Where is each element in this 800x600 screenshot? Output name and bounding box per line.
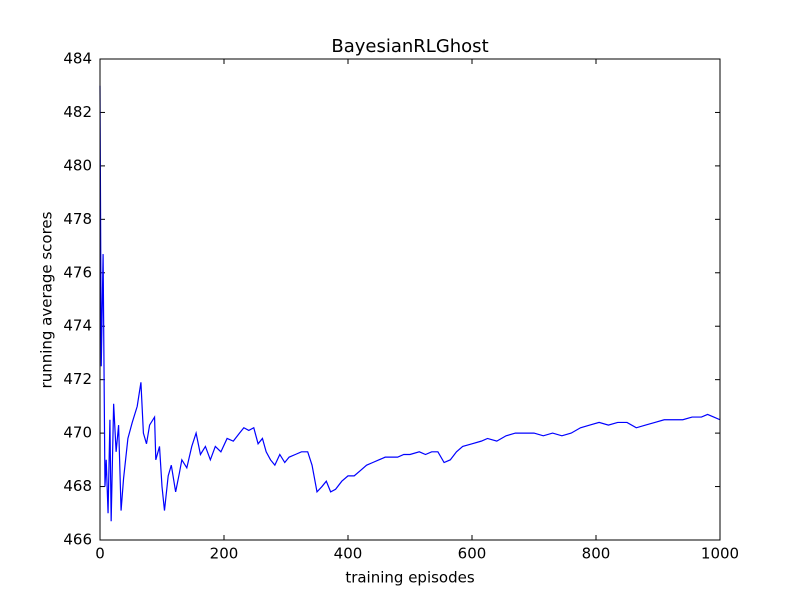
x-tick-label: 0 [95, 545, 105, 563]
x-tick-label: 600 [458, 545, 487, 563]
y-tick-label: 474 [63, 317, 92, 335]
x-tick-label: 800 [582, 545, 611, 563]
chart-title: BayesianRLGhost [331, 36, 488, 57]
y-tick-label: 482 [63, 103, 92, 121]
data-line [99, 85, 721, 522]
y-tick-label: 470 [63, 424, 92, 442]
y-tick-label: 466 [63, 531, 92, 549]
y-tick-label: 484 [63, 50, 92, 68]
x-tick-label: 400 [334, 545, 363, 563]
y-tick-label: 476 [63, 263, 92, 281]
x-axis-label: training episodes [345, 569, 475, 587]
y-tick-label: 480 [63, 156, 92, 174]
x-tick-label: 1000 [701, 545, 739, 563]
y-tick-label: 468 [63, 477, 92, 495]
y-axis-label: running average scores [38, 211, 56, 388]
y-tick-label: 478 [63, 210, 92, 228]
plot-frame [99, 58, 721, 541]
y-tick-label: 472 [63, 370, 92, 388]
x-tick-label: 200 [210, 545, 239, 563]
